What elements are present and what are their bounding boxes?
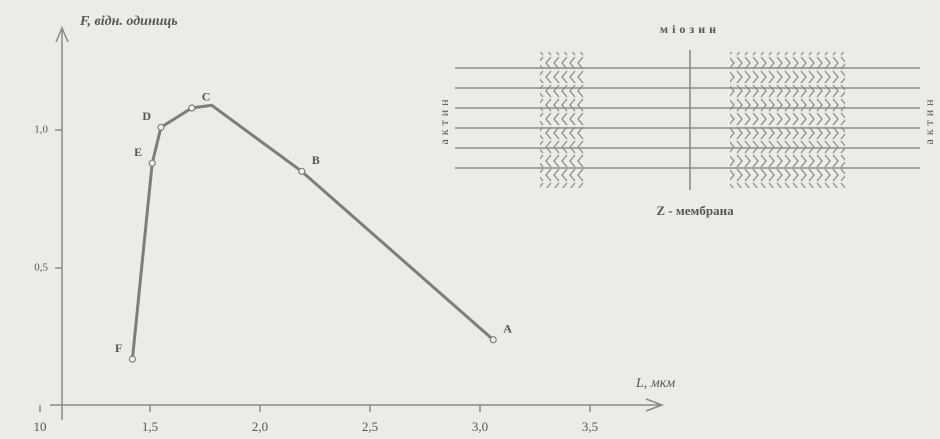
- actin-label: актин: [922, 95, 936, 144]
- point: [490, 337, 496, 343]
- point: [299, 168, 305, 174]
- x-tick-label: 3,5: [582, 419, 598, 434]
- point-label: E: [134, 145, 142, 159]
- x-tick-label: 2,5: [362, 419, 378, 434]
- y-axis: [56, 28, 68, 420]
- point-label: A: [503, 322, 512, 336]
- point: [149, 160, 155, 166]
- point-label: C: [202, 90, 211, 104]
- point-label: D: [142, 109, 151, 123]
- y-axis-label: F, відн. одиниць: [79, 14, 178, 29]
- myosin-label: міозин: [660, 22, 720, 36]
- figure: міозин актин актин Z - мембрана F, відн.…: [0, 0, 940, 439]
- x-axis: [50, 399, 662, 411]
- z-label: Z - мембрана: [656, 203, 734, 218]
- x-tick-label: 3,0: [472, 419, 488, 434]
- point-label: F: [115, 341, 122, 355]
- point: [189, 105, 195, 111]
- point: [158, 124, 164, 130]
- x-tick-label: 2,0: [252, 419, 268, 434]
- x-tick-label: 10: [34, 419, 47, 434]
- y-tick-label: 1,0: [34, 124, 48, 136]
- sarcomere-diagram: міозин актин актин Z - мембрана: [437, 22, 936, 218]
- x-axis-label: L, мкм: [635, 376, 675, 391]
- y-tick-label: 0,5: [34, 262, 48, 274]
- page: {"chart_data": {"type": "line", "y_label…: [0, 0, 940, 439]
- point: [129, 356, 135, 362]
- actin-label: актин: [437, 95, 451, 144]
- x-tick-label: 1,5: [142, 419, 158, 434]
- point-label: B: [312, 153, 320, 167]
